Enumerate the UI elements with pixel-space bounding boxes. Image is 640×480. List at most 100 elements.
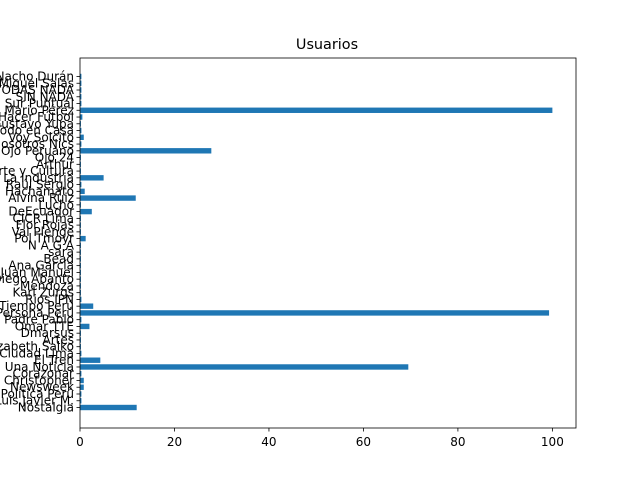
bar <box>80 80 82 86</box>
bar <box>80 222 81 228</box>
bar <box>80 121 81 127</box>
y-tick-label: Diego Abanto <box>0 272 74 286</box>
y-tick-label: Voy Solcito <box>8 130 74 144</box>
y-tick-label: sara <box>48 245 74 259</box>
bar <box>80 364 409 370</box>
y-tick-label: Tiempo Perú <box>0 299 74 313</box>
y-tick-label: Sur Puntual <box>5 97 74 111</box>
x-tick-label: 40 <box>261 435 276 449</box>
y-tick-label: Corazonar <box>12 367 74 381</box>
y-tick-label: Gustavo Yupa <box>0 117 74 131</box>
y-tick-label: Ana García <box>8 259 74 273</box>
bar <box>80 289 81 296</box>
bar <box>80 154 81 161</box>
x-tick-label: 80 <box>450 435 465 449</box>
y-tick-label: Lucho <box>38 198 74 212</box>
y-tick-label: Alvina Ruiz <box>8 191 74 205</box>
bar <box>80 181 82 188</box>
bar <box>80 148 212 154</box>
y-tick-label: Arthur <box>36 157 74 171</box>
y-tick-label: Mendoza <box>20 279 74 293</box>
y-tick-label: Karl Zurgs <box>12 286 74 300</box>
y-tick-label: Miguel Salas <box>0 76 74 90</box>
bar <box>80 100 82 107</box>
bar <box>80 229 81 235</box>
bar <box>80 161 81 168</box>
y-tick-label: Ciudad Lima <box>0 346 74 360</box>
y-tick-label: Nostalgia <box>18 401 74 415</box>
bar <box>80 73 82 80</box>
bar <box>80 357 101 363</box>
y-tick-label: Persona Perú <box>0 306 74 320</box>
bar <box>80 398 82 404</box>
bar <box>80 303 94 309</box>
bar <box>80 344 81 350</box>
bar <box>80 168 81 174</box>
x-axis: 0 20 40 60 80 100 <box>76 428 564 449</box>
bar <box>80 202 81 208</box>
bar <box>80 195 136 201</box>
y-tick-label: Juan Manuel <box>0 265 74 279</box>
y-tick-label: Val Plenge <box>12 225 74 239</box>
bar <box>80 323 90 330</box>
bar <box>80 316 82 323</box>
bar <box>80 330 81 336</box>
y-tick-label: Bead <box>43 252 74 266</box>
y-tick-label: Luis Javier M. <box>0 394 74 408</box>
bar <box>80 283 81 289</box>
bar <box>80 127 82 134</box>
x-tick-label: 100 <box>541 435 564 449</box>
y-tick-label: Christopher <box>4 373 74 387</box>
y-tick-label: Hachamato <box>5 184 74 198</box>
y-tick-label: Rios IPN <box>25 292 74 306</box>
y-tick-label: Padre Pablo <box>4 313 74 327</box>
bar <box>80 94 82 100</box>
bar <box>80 391 82 397</box>
bars <box>80 73 553 411</box>
bar <box>80 235 86 242</box>
bar <box>80 87 82 93</box>
y-tick-label: Arte y Cultura <box>0 164 74 178</box>
chart-title: Usuarios <box>296 37 358 53</box>
x-tick-label: 60 <box>356 435 371 449</box>
bar <box>80 188 85 195</box>
y-tick-label: Pol Tmoyr <box>14 232 74 246</box>
y-tick-label: Flor Rojas <box>16 218 74 232</box>
bar <box>80 350 82 357</box>
bar <box>80 377 84 384</box>
y-tick-label: Política Perú <box>1 387 74 401</box>
y-tick-label: CICR Lima <box>12 211 74 225</box>
y-tick-label: Mario Pérez <box>4 103 74 117</box>
bar <box>80 242 81 249</box>
y-tick-label: Una Noticia <box>5 360 74 374</box>
bar <box>80 384 84 390</box>
y-tick-label: Raúl Sergio <box>6 178 74 192</box>
bar <box>80 249 81 255</box>
bar <box>80 296 82 303</box>
y-tick-label: Hacer Fútbol <box>0 110 74 124</box>
y-tick-label: Ojo Peruano <box>1 144 74 158</box>
plot-frame <box>79 57 577 429</box>
y-tick-label: Elizabeth Salko <box>0 340 74 354</box>
y-tick-label: La Industria <box>3 171 74 185</box>
bar <box>80 208 92 215</box>
bar <box>80 256 81 262</box>
y-tick-label: Newsweek <box>10 380 74 394</box>
y-tick-label: SIN NADA <box>16 90 75 104</box>
x-tick-label: 0 <box>76 435 84 449</box>
x-tick-label: 20 <box>167 435 182 449</box>
y-tick-label: N A G A <box>28 238 75 252</box>
bar <box>80 371 82 377</box>
y-tick-label: Dmarsus <box>21 326 74 340</box>
bar <box>80 141 82 147</box>
y-tick-label: Ojo 24 <box>35 151 74 165</box>
y-tick-label: Nosotros Nics <box>0 137 74 151</box>
bar <box>80 107 553 113</box>
y-tick-label: El Tren <box>34 353 74 367</box>
y-tick-label: Todo en Casa <box>0 124 74 138</box>
bar <box>80 337 81 343</box>
y-tick-label: DeEcuador <box>8 205 74 219</box>
